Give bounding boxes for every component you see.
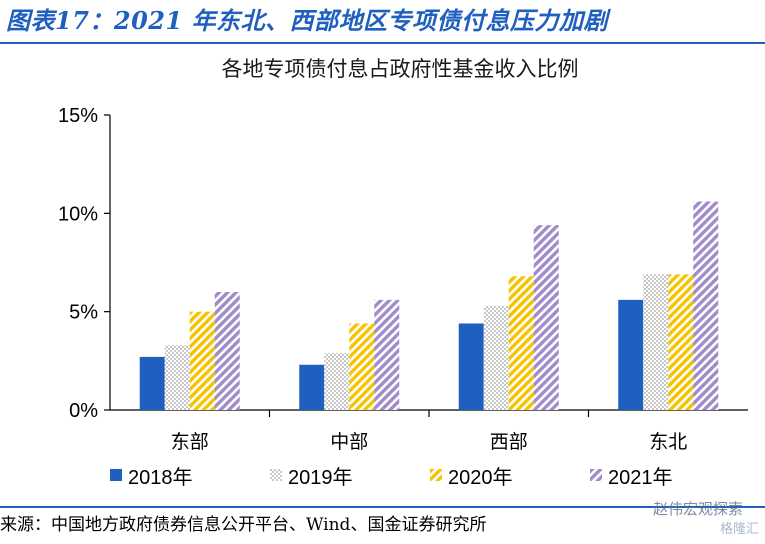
bar-东部-2019年 xyxy=(164,345,190,410)
x-category-label: 西部 xyxy=(490,431,528,453)
legend-item: 2021年 xyxy=(590,460,673,490)
y-tick-label: 10% xyxy=(58,203,98,225)
bar-中部-2018年 xyxy=(299,364,325,410)
bar-中部-2020年 xyxy=(349,323,375,410)
legend-label: 2021年 xyxy=(608,466,673,489)
legend-item: 2020年 xyxy=(430,460,513,490)
legend-label: 2020年 xyxy=(448,466,513,489)
bar-东北-2019年 xyxy=(643,274,669,410)
watermark-text: 赵伟宏观探索 xyxy=(652,500,743,518)
footer-divider xyxy=(0,506,765,508)
legend-swatch xyxy=(430,469,442,481)
source-note: 来源：中国地方政府债券信息公开平台、Wind、国金证券研究所 xyxy=(0,515,487,535)
x-category-label: 东部 xyxy=(171,431,209,453)
legend-item: 2019年 xyxy=(270,460,353,490)
bar-西部-2018年 xyxy=(458,323,484,410)
bar-东北-2021年 xyxy=(693,201,719,410)
legend-swatch xyxy=(270,469,282,481)
chart-legend: 2018年 2019年 2020年 2021年 xyxy=(110,460,730,490)
legend-label: 2018年 xyxy=(128,466,193,489)
x-category-label: 中部 xyxy=(330,431,368,453)
y-tick-label: 0% xyxy=(69,400,98,422)
header-divider xyxy=(0,42,765,44)
bar-中部-2021年 xyxy=(374,299,400,410)
figure-title: 图表17：2021 年东北、西部地区专项债付息压力加剧 xyxy=(6,6,609,35)
bar-西部-2021年 xyxy=(533,225,559,410)
y-tick-label: 15% xyxy=(58,105,98,127)
bar-东北-2020年 xyxy=(668,274,694,410)
bar-东部-2018年 xyxy=(139,356,165,410)
legend-swatch xyxy=(590,469,602,481)
bar-东部-2021年 xyxy=(214,292,240,410)
bar-西部-2019年 xyxy=(483,305,509,410)
legend-item: 2018年 xyxy=(110,460,193,490)
legend-label: 2019年 xyxy=(288,466,353,489)
bar-东部-2020年 xyxy=(189,311,215,410)
bar-中部-2019年 xyxy=(324,352,350,410)
watermark-logo-text: 格隆汇 xyxy=(719,522,759,537)
bar-西部-2020年 xyxy=(508,276,534,410)
bar-东北-2018年 xyxy=(618,299,644,410)
x-category-label: 东北 xyxy=(649,431,687,453)
chart-title: 各地专项债付息占政府性基金收入比例 xyxy=(221,57,579,81)
y-tick-label: 5% xyxy=(69,302,98,324)
legend-swatch xyxy=(110,469,122,481)
